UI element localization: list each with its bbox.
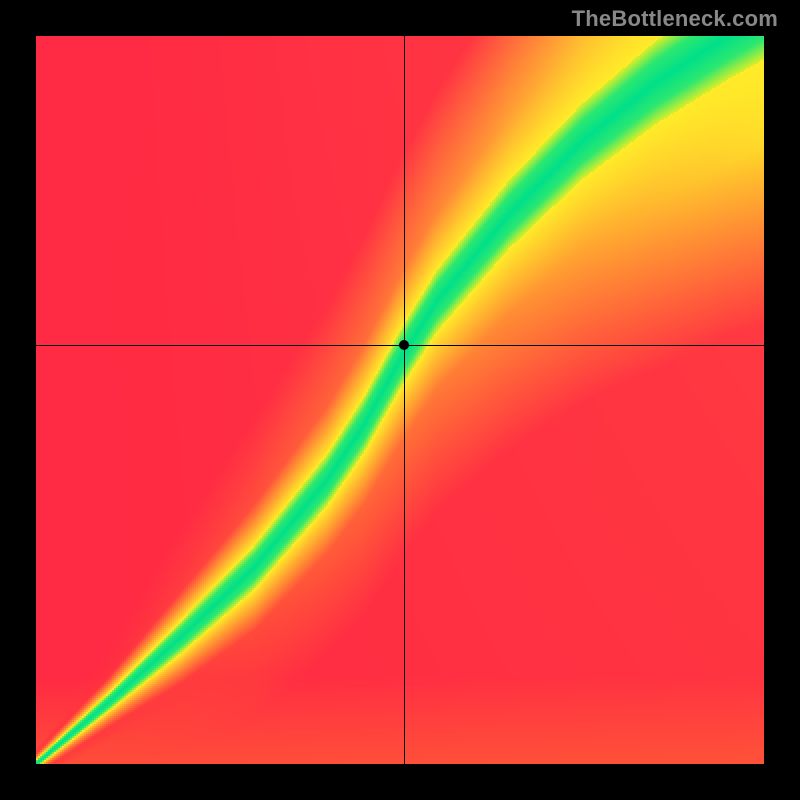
watermark: TheBottleneck.com	[572, 6, 778, 32]
heatmap-canvas	[36, 36, 764, 764]
crosshair-vertical	[404, 36, 405, 764]
heatmap-plot	[36, 36, 764, 764]
marker-point	[399, 340, 409, 350]
